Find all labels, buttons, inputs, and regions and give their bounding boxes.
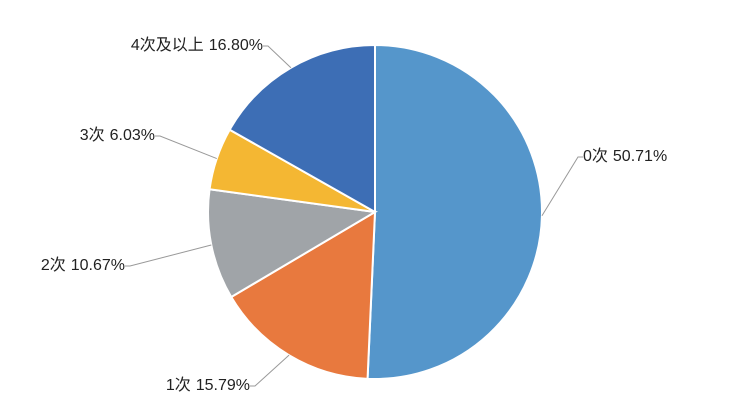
category-label: 1次 [166,376,191,394]
pie-slice [207,188,378,299]
slice-label: 1次 15.79% [166,376,250,394]
category-label: 2次 [41,256,66,274]
pie-slice [366,43,543,380]
value-label: 10.67% [71,257,125,274]
category-label: 0次 [583,147,608,165]
slice-label: 0次 50.71% [583,147,667,165]
value-label: 6.03% [110,127,155,144]
slice-label: 3次 6.03% [80,126,155,144]
leader-line [541,156,583,216]
slice-label: 4次及以上 16.80% [131,36,263,54]
leader-line [125,244,212,267]
value-label: 50.71% [613,148,667,165]
leader-line [155,135,217,160]
value-label: 15.79% [196,377,250,394]
leader-line [250,354,290,387]
pie-slice [228,43,376,214]
value-label: 16.80% [209,37,263,54]
leader-line [263,45,292,69]
slice-label: 2次 10.67% [41,256,125,274]
category-label: 4次及以上 [131,36,204,54]
category-label: 3次 [80,126,105,144]
